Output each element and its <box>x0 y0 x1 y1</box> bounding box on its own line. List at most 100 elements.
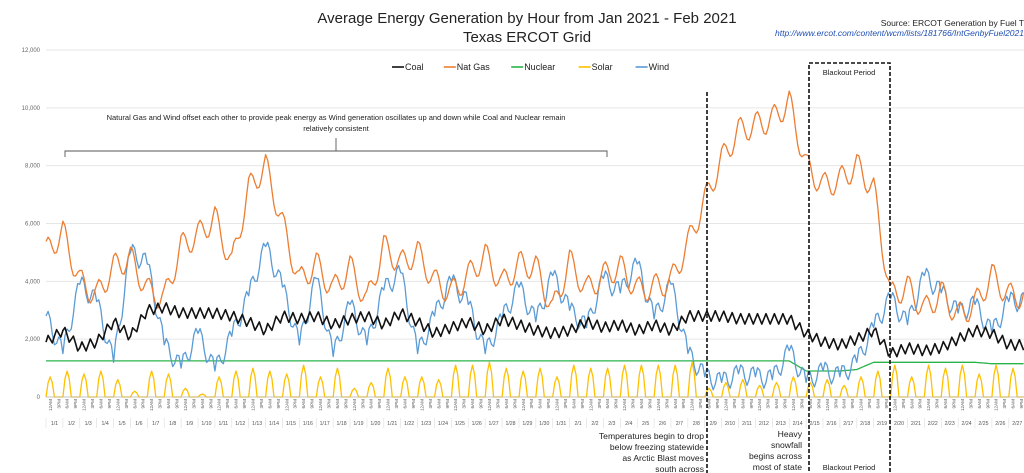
annotation-line1: Natural Gas and Wind offset each other t… <box>107 113 566 122</box>
x-tick-label-day: 2/25 <box>978 421 988 427</box>
x-tick-label-day: 2/14 <box>793 421 803 427</box>
x-tick-label-hour: 12AM <box>419 399 424 411</box>
x-tick-label-hour: 3PM <box>1002 399 1007 409</box>
x-tick-label-hour: 6AM <box>166 399 171 409</box>
x-tick-label-day: 2/8 <box>693 421 700 427</box>
x-tick-label-day: 1/25 <box>455 421 465 427</box>
x-tick-label-hour: 3PM <box>158 399 163 409</box>
y-tick-label: 8,000 <box>25 164 41 170</box>
x-tick-label-hour: 3PM <box>90 399 95 409</box>
x-tick-label-hour: 6AM <box>673 399 678 409</box>
x-tick-label-day: 1/5 <box>118 421 125 427</box>
y-tick-label: 2,000 <box>25 337 41 343</box>
source-url[interactable]: http://www.ercot.com/content/wcm/lists/1… <box>775 28 1024 38</box>
snowfall-line: most of state <box>753 462 802 472</box>
x-tick-label-hour: 12AM <box>318 399 323 411</box>
y-axis: 0 2,000 4,000 6,000 8,000 10,000 12,000 <box>22 48 41 401</box>
x-tick-label-hour: 6AM <box>740 399 745 409</box>
x-tick-label-hour: 3PM <box>597 399 602 409</box>
x-tick-label-hour: 12AM <box>453 399 458 411</box>
x-tick-label-hour: 3PM <box>293 399 298 409</box>
legend-label-nuclear: Nuclear <box>524 62 555 72</box>
x-tick-label-hour: 12AM <box>521 399 526 411</box>
x-tick-label-hour: 6AM <box>504 399 509 409</box>
x-tick-label-hour: 9PM <box>310 399 315 409</box>
x-tick-label-hour: 3PM <box>867 399 872 409</box>
annotation-text-1a: Natural Gas and Wind offset each other t… <box>107 113 566 122</box>
x-tick-label-hour: 3PM <box>124 399 129 409</box>
x-tick-label-day: 1/9 <box>186 421 193 427</box>
x-tick-label-day: 1/30 <box>539 421 549 427</box>
series-line-wind <box>45 241 1024 391</box>
blackout-period-box <box>808 62 891 473</box>
x-tick-label-day: 1/28 <box>505 421 515 427</box>
x-tick-label-hour: 6AM <box>403 399 408 409</box>
x-tick-label-hour: 6AM <box>538 399 543 409</box>
x-tick-label-hour: 9PM <box>175 399 180 409</box>
legend-label-nat-gas: Nat Gas <box>457 62 491 72</box>
x-tick-label-day: 2/17 <box>843 421 853 427</box>
x-tick-label-hour: 3PM <box>631 399 636 409</box>
x-tick-label-hour: 3PM <box>766 399 771 409</box>
x-tick-label-hour: 9PM <box>715 399 720 409</box>
x-tick-label-hour: 12AM <box>926 399 931 411</box>
blackout-label-bottom: Blackout Period <box>823 463 876 472</box>
x-tick-label-hour: 6AM <box>1011 399 1016 409</box>
x-tick-label-day: 1/13 <box>252 421 262 427</box>
x-tick-label-day: 2/20 <box>894 421 904 427</box>
x-tick-label-hour: 12AM <box>487 399 492 411</box>
x-tick-label-day: 2/12 <box>759 421 769 427</box>
legend-label-solar: Solar <box>592 62 613 72</box>
x-tick-label-day: 2/22 <box>928 421 938 427</box>
x-tick-label-hour: 6AM <box>842 399 847 409</box>
y-tick-label: 4,000 <box>25 279 41 285</box>
x-tick-label-day: 1/29 <box>522 421 532 427</box>
x-tick-label-day: 2/13 <box>776 421 786 427</box>
x-tick-label-hour: 6AM <box>65 399 70 409</box>
x-tick-label-hour: 6AM <box>943 399 948 409</box>
x-tick-label-hour: 12AM <box>115 399 120 411</box>
x-tick-label-hour: 6AM <box>369 399 374 409</box>
x-tick-label-hour: 12AM <box>588 399 593 411</box>
x-tick-label-hour: 9PM <box>783 399 788 409</box>
x-tick-label-hour: 3PM <box>935 399 940 409</box>
legend: Coal Nat Gas Nuclear Solar Wind <box>392 62 669 72</box>
x-tick-label-hour: 9PM <box>377 399 382 409</box>
x-tick-label-day: 2/15 <box>809 421 819 427</box>
x-tick-label-day: 2/27 <box>1012 421 1022 427</box>
series-line-nuclear <box>46 360 1024 372</box>
x-tick-label-hour: 12AM <box>723 399 728 411</box>
x-tick-label-day: 2/9 <box>710 421 717 427</box>
x-tick-label-hour: 12AM <box>859 399 864 411</box>
x-tick-label-hour: 9PM <box>681 399 686 409</box>
x-tick-label-hour: 6AM <box>234 399 239 409</box>
x-tick-label-day: 1/7 <box>152 421 159 427</box>
x-tick-label-hour: 3PM <box>428 399 433 409</box>
x-tick-label-day: 2/26 <box>995 421 1005 427</box>
series-line-solar <box>45 361 1024 398</box>
x-tick-label-hour: 9PM <box>985 399 990 409</box>
blackout-label-top: Blackout Period <box>823 68 876 77</box>
snowfall-line: begins across <box>749 451 802 461</box>
x-tick-label-hour: 9PM <box>343 399 348 409</box>
x-tick-label-hour: 12AM <box>994 399 999 411</box>
x-tick-label-hour: 3PM <box>259 399 264 409</box>
x-tick-label-day: 2/11 <box>742 421 752 427</box>
x-tick-label-hour: 9PM <box>512 399 517 409</box>
x-tick-label-hour: 3PM <box>360 399 365 409</box>
chart-subtitle: Texas ERCOT Grid <box>463 29 591 46</box>
chart-title: Average Energy Generation by Hour from J… <box>317 10 736 27</box>
x-tick-label-hour: 12AM <box>386 399 391 411</box>
x-tick-label-day: 2/16 <box>826 421 836 427</box>
x-tick-label-hour: 9PM <box>884 399 889 409</box>
x-tick-label-hour: 3PM <box>732 399 737 409</box>
x-tick-label-day: 1/14 <box>269 421 279 427</box>
annotation-line2: relatively consistent <box>303 124 369 133</box>
brace-annotation: Natural Gas and Wind offset each other t… <box>64 113 608 157</box>
x-tick-label-day: 1/24 <box>438 421 448 427</box>
x-tick-label-hour: 6AM <box>707 399 712 409</box>
x-tick-label-day: 2/10 <box>725 421 735 427</box>
arctic-blast-line: below freezing statewide <box>610 442 704 452</box>
source-label: Source: ERCOT Generation by Fuel T <box>881 18 1024 28</box>
